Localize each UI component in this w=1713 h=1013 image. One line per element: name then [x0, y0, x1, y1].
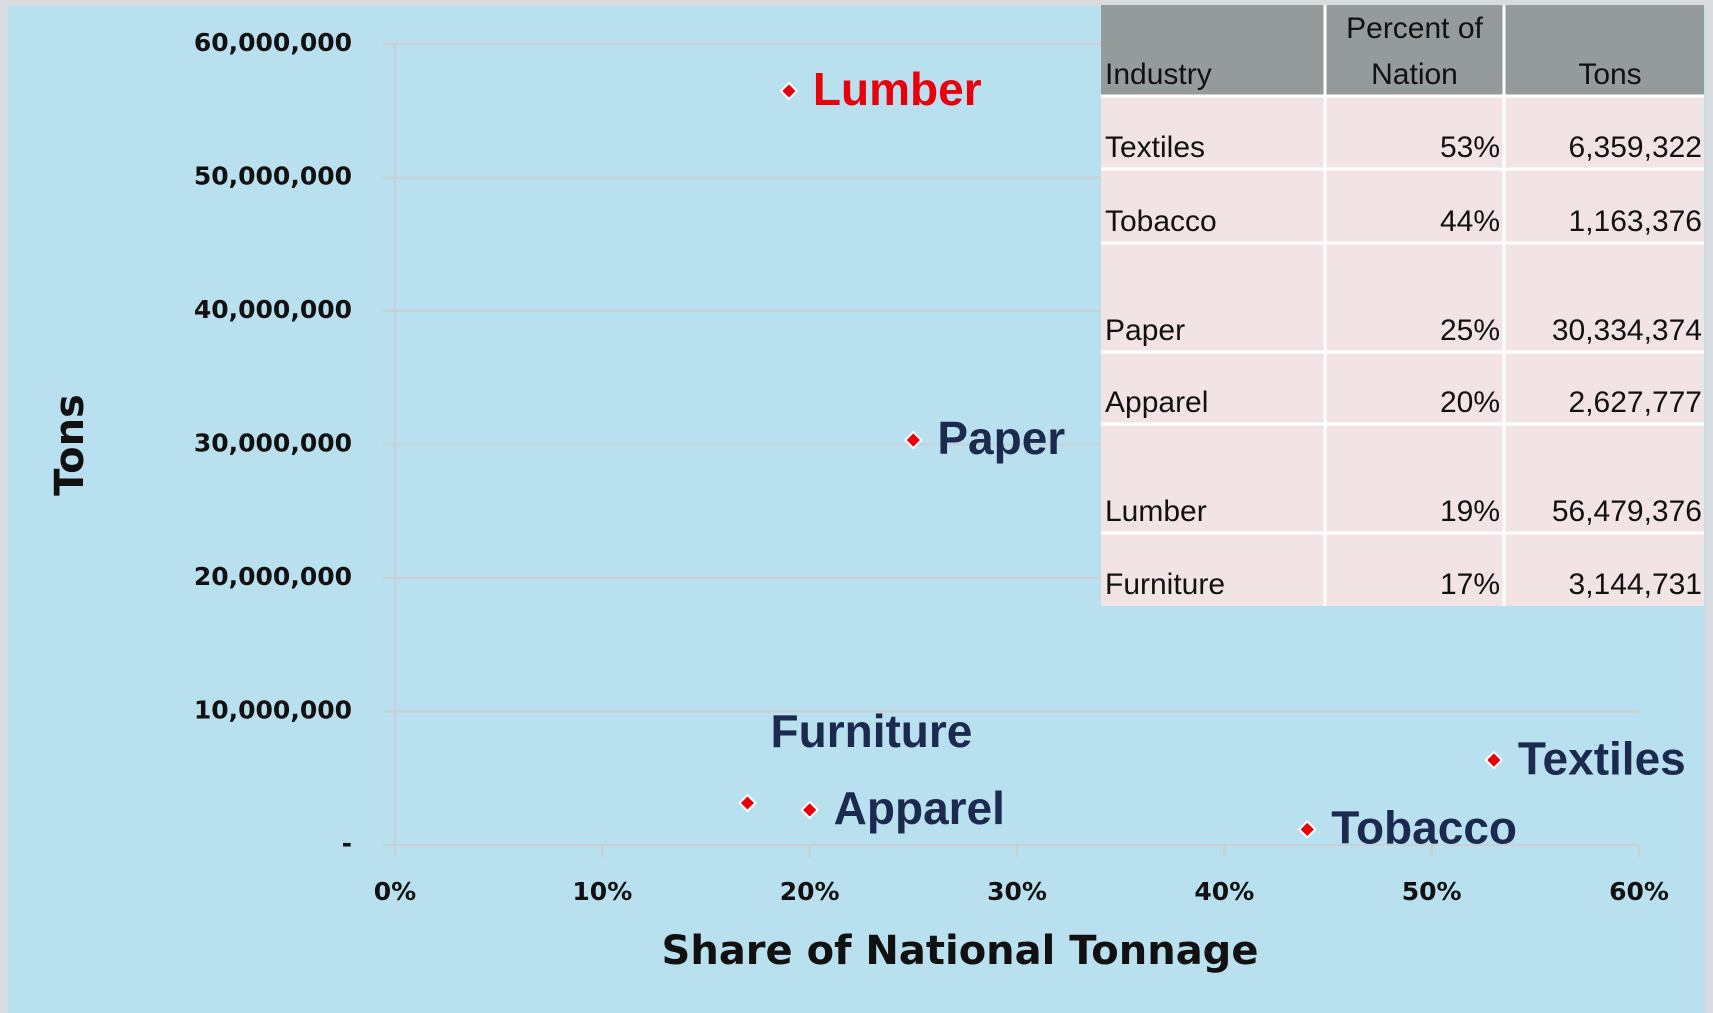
- table-cell: 6,359,322: [1569, 131, 1702, 164]
- table-header-bg: [1101, 5, 1704, 96]
- x-tick-label: 20%: [780, 877, 840, 906]
- table-header: Percent of Nation: [1346, 12, 1483, 91]
- point-label: Lumber: [813, 63, 982, 115]
- x-tick-label: 60%: [1609, 877, 1669, 906]
- x-tick-label: 40%: [1194, 877, 1254, 906]
- table-cell: Tobacco: [1105, 205, 1217, 238]
- table-cell: Furniture: [1105, 568, 1225, 601]
- table-cell: Textiles: [1105, 131, 1205, 164]
- table-cell: 30,334,374: [1552, 314, 1702, 347]
- x-axis-label: Share of National Tonnage: [662, 928, 1259, 974]
- y-tick-label: 50,000,000: [194, 162, 352, 191]
- x-tick-label: 50%: [1402, 877, 1462, 906]
- point-label: Tobacco: [1331, 802, 1517, 854]
- y-tick-label: 30,000,000: [194, 429, 352, 458]
- table-header-line: Percent of: [1346, 12, 1483, 45]
- point: [800, 800, 820, 820]
- table-cell: 3,144,731: [1569, 568, 1702, 601]
- table-cell: 1,163,376: [1569, 205, 1702, 238]
- point: [1297, 820, 1317, 839]
- table-cell: 20%: [1440, 386, 1500, 419]
- point-label: Apparel: [834, 782, 1005, 834]
- table-cell: 17%: [1440, 568, 1500, 601]
- y-tick-label: 60,000,000: [194, 28, 352, 57]
- x-tick-label: 30%: [987, 877, 1047, 906]
- point-label: Furniture: [771, 705, 973, 757]
- table-cell: Paper: [1105, 314, 1185, 347]
- y-axis-label: Tons: [47, 394, 93, 496]
- table-header-line: Nation: [1371, 58, 1458, 91]
- table-cell: 19%: [1440, 495, 1500, 528]
- x-tick-label: 0%: [374, 877, 416, 906]
- y-tick-label: 20,000,000: [194, 562, 352, 591]
- table-cell: 53%: [1440, 131, 1500, 164]
- x-tick-label: 10%: [572, 877, 632, 906]
- table-header: Industry: [1105, 58, 1212, 91]
- point-label: Textiles: [1518, 732, 1686, 784]
- table-cell: 25%: [1440, 314, 1500, 347]
- point: [779, 81, 799, 101]
- y-tick-label: 40,000,000: [194, 295, 352, 324]
- table-cell: 44%: [1440, 205, 1500, 238]
- point: [738, 793, 757, 813]
- table-cell: 56,479,376: [1552, 495, 1702, 528]
- y-tick-label: 10,000,000: [194, 696, 352, 725]
- table-cell: Apparel: [1105, 386, 1208, 419]
- y-tick-label: -: [342, 829, 352, 858]
- point: [1484, 750, 1504, 770]
- table-cell: Lumber: [1105, 495, 1207, 528]
- point-label: Paper: [937, 412, 1065, 464]
- table-header: Tons: [1578, 58, 1641, 91]
- table-cell: 2,627,777: [1569, 386, 1702, 419]
- point: [903, 430, 923, 450]
